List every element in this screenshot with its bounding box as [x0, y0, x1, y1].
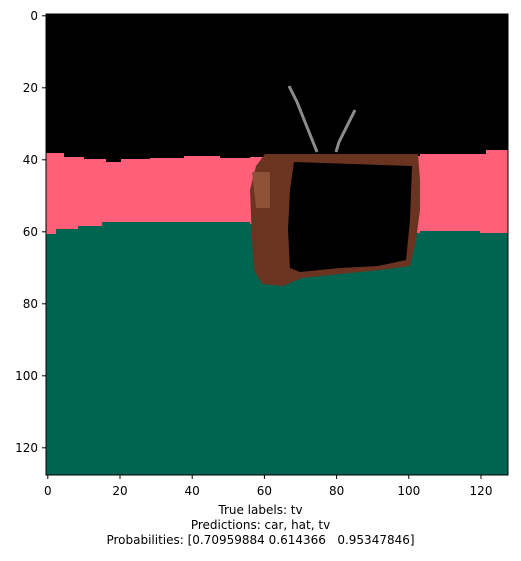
x-tick-label: 80: [329, 484, 344, 498]
y-tick-label: 0: [30, 9, 38, 23]
probabilities-text: Probabilities: [0.70959884 0.614366 0.95…: [106, 533, 415, 547]
tv-object: [250, 154, 420, 286]
image-content: [46, 14, 508, 475]
x-tick-label: 120: [470, 484, 493, 498]
x-tick-label: 40: [185, 484, 200, 498]
y-tick-label: 40: [23, 153, 38, 167]
y-axis: 0 20 40 60 80 100 120: [15, 9, 46, 455]
x-axis: 0 20 40 60 80 100 120: [44, 475, 492, 498]
tv-screen: [288, 162, 412, 272]
axes-frame: [45, 13, 509, 476]
y-tick-label: 80: [23, 297, 38, 311]
x-tick-label: 60: [257, 484, 272, 498]
x-tick-label: 0: [44, 484, 52, 498]
y-tick-label: 120: [15, 441, 38, 455]
predictions-text: Predictions: car, hat, tv: [190, 518, 331, 532]
true-labels-text: True labels: tv: [218, 503, 303, 517]
x-tick-label: 20: [112, 484, 127, 498]
ground-region: [46, 222, 508, 475]
x-tick-label: 100: [397, 484, 420, 498]
antenna: [287, 85, 357, 153]
y-tick-label: 100: [15, 369, 38, 383]
y-tick-label: 60: [23, 225, 38, 239]
y-tick-label: 20: [23, 81, 38, 95]
